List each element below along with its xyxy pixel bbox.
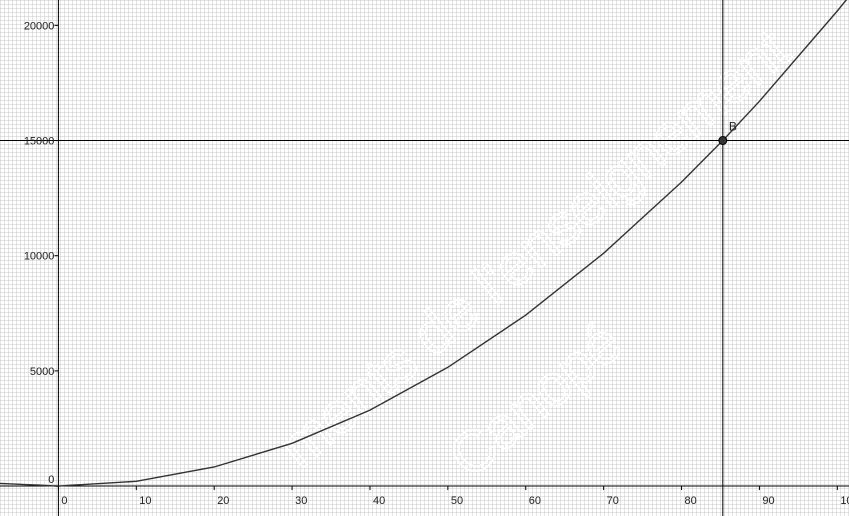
y-tick-label: 0	[48, 474, 54, 486]
point-label: B	[729, 120, 737, 134]
x-tick-label: 80	[685, 495, 697, 507]
series-layer	[0, 0, 848, 487]
x-tick-label: 90	[762, 495, 774, 507]
x-tick-label: 60	[529, 495, 541, 507]
x-tick-label: 50	[451, 495, 463, 507]
y-tick-label: 10000	[24, 251, 55, 263]
x-tick-label: 20	[217, 495, 229, 507]
function-curve	[0, 0, 848, 487]
point-marker	[718, 136, 728, 146]
x-tick-label: 0	[61, 495, 67, 507]
y-tick-label: 5000	[30, 366, 54, 378]
point-layer: B	[718, 120, 737, 146]
x-tick-label: 10	[139, 495, 151, 507]
x-tick-label: 100	[840, 495, 849, 507]
tick-layer: 0 10 20 30 40 50 60 70 80 90 100 0 5000 10000 15000 200…	[24, 20, 849, 507]
x-tick-label: 70	[607, 495, 619, 507]
x-tick-label: 40	[373, 495, 385, 507]
y-tick-label: 20000	[24, 20, 55, 32]
y-tick-label: 15000	[24, 136, 55, 148]
x-tick-label: 30	[295, 495, 307, 507]
